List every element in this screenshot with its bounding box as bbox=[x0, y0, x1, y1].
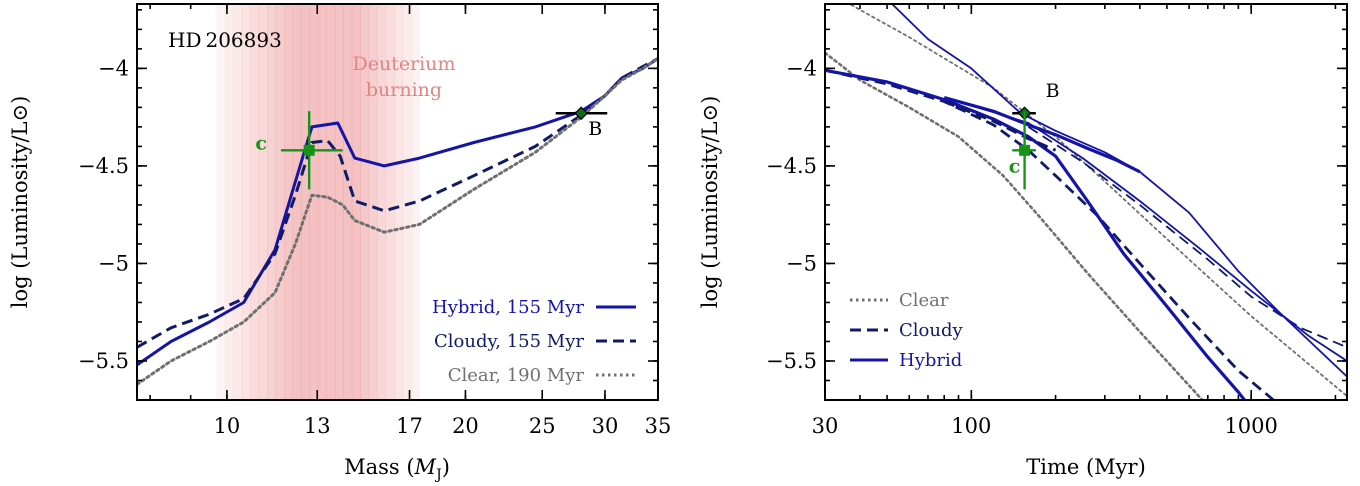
left-xtick-label: 30 bbox=[592, 414, 619, 438]
deuterium-band-stripe bbox=[275, 4, 285, 400]
right-axis-ticks: −4 −4.5 −5 −5.5 30 100 1000 bbox=[766, 4, 1347, 438]
right-marker-c bbox=[1019, 144, 1031, 156]
left-xtick-label: 17 bbox=[396, 414, 423, 438]
right-plot-frame bbox=[824, 3, 1348, 401]
left-axis-ticks: −4 −4.5 −5 −5.5 10 13 17 20 25 30 35 bbox=[78, 4, 671, 438]
left-xtick-label: 25 bbox=[529, 414, 556, 438]
left-xtick-label: 20 bbox=[452, 414, 479, 438]
right-xtick-label: 30 bbox=[812, 414, 839, 438]
right-data-points: Bc bbox=[1009, 80, 1060, 190]
right-legend-label: Hybrid bbox=[899, 350, 962, 371]
right-ytick-label: −5 bbox=[786, 251, 817, 275]
left-legend-label: Hybrid, 155 Myr bbox=[432, 297, 584, 318]
right-series-line-dotted-1 bbox=[825, 51, 1205, 400]
object-name: HD 206893 bbox=[168, 28, 282, 52]
right-series-line-solid-5 bbox=[971, 104, 1347, 362]
right-ytick-label: −5.5 bbox=[766, 349, 817, 373]
right-ytick-label: −4 bbox=[786, 56, 817, 80]
right-xtick-label: 100 bbox=[951, 414, 991, 438]
left-ytick-label: −5 bbox=[98, 251, 129, 275]
left-legend-label: Cloudy, 155 Myr bbox=[434, 331, 584, 352]
right-series-line-dotted-0 bbox=[847, 4, 1347, 398]
deuterium-band-stripe bbox=[343, 4, 353, 400]
deuterium-band-stripe bbox=[394, 4, 404, 400]
right-ytick-label: −4.5 bbox=[766, 154, 817, 178]
left-xtick-label: 10 bbox=[214, 414, 241, 438]
right-series-line-dashed-8 bbox=[943, 100, 1057, 152]
right-x-axis-label: Time (Myr) bbox=[1026, 455, 1146, 479]
deuterium-band-stripe bbox=[402, 4, 412, 400]
right-label-B: B bbox=[1046, 80, 1060, 102]
right-xtick-label: 1000 bbox=[1224, 414, 1277, 438]
deuterium-label-line2: burning bbox=[366, 79, 442, 101]
left-label-B: B bbox=[588, 118, 602, 140]
deuterium-band-stripe bbox=[317, 4, 327, 400]
deuterium-band-stripe bbox=[309, 4, 319, 400]
left-marker-c bbox=[303, 144, 315, 156]
left-plot-frame bbox=[136, 3, 659, 401]
deuterium-band-stripe bbox=[233, 4, 243, 400]
left-series-line-clear bbox=[137, 57, 658, 386]
left-ytick-label: −4 bbox=[98, 56, 129, 80]
deuterium-band-stripe bbox=[326, 4, 336, 400]
left-legend-label: Clear, 190 Myr bbox=[448, 365, 585, 386]
deuterium-band-stripe bbox=[224, 4, 234, 400]
mass-luminosity-panel: Deuterium burning Bc −4 −4.5 −5 −5.5 10 13 17 2… bbox=[8, 3, 671, 483]
right-series-group bbox=[825, 4, 1347, 400]
left-ytick-label: −5.5 bbox=[78, 349, 129, 373]
deuterium-band-stripe bbox=[216, 4, 226, 400]
right-legend-label: Cloudy bbox=[899, 320, 963, 341]
right-series-line-solid-6 bbox=[825, 68, 1247, 400]
right-series-line-dashed-3 bbox=[825, 68, 1276, 400]
left-legend: Hybrid, 155 Myr Cloudy, 155 Myr Clear, 190… bbox=[432, 297, 636, 386]
left-data-points: Bc bbox=[255, 106, 608, 190]
deuterium-band-stripe bbox=[377, 4, 387, 400]
right-legend: Clear Cloudy Hybrid bbox=[850, 290, 963, 371]
left-xtick-label: 35 bbox=[645, 414, 672, 438]
right-series-line-dashed-2 bbox=[1027, 126, 1347, 349]
right-series-line-solid-7 bbox=[943, 96, 1141, 174]
deuterium-band-stripe bbox=[241, 4, 251, 400]
right-y-axis-label: log (Luminosity/L⊙) bbox=[698, 96, 722, 309]
deuterium-band-stripe bbox=[301, 4, 311, 400]
right-legend-label: Clear bbox=[899, 290, 949, 311]
deuterium-band-stripe bbox=[385, 4, 395, 400]
left-y-axis-label: log (Luminosity/L⊙) bbox=[8, 96, 32, 309]
left-x-axis-label: Mass (MJ) bbox=[344, 455, 450, 483]
left-label-c: c bbox=[255, 132, 267, 154]
deuterium-band-stripe bbox=[360, 4, 370, 400]
deuterium-band-stripe bbox=[368, 4, 378, 400]
time-luminosity-panel: Bc −4 −4.5 −5 −5.5 30 100 1000 Time (Myr) log … bbox=[698, 3, 1348, 479]
left-marker-B bbox=[574, 106, 589, 121]
left-ytick-label: −4.5 bbox=[78, 154, 129, 178]
deuterium-band-stripe bbox=[250, 4, 260, 400]
deuterium-label-line1: Deuterium bbox=[352, 53, 455, 75]
deuterium-band-stripe bbox=[258, 4, 268, 400]
left-series-group bbox=[137, 57, 658, 386]
right-series-line-solid-4 bbox=[890, 4, 1347, 378]
deuterium-band-stripe bbox=[411, 4, 420, 400]
right-label-c: c bbox=[1009, 155, 1021, 177]
left-xtick-label: 13 bbox=[304, 414, 331, 438]
deuterium-band-stripe bbox=[292, 4, 302, 400]
deuterium-band-stripe bbox=[267, 4, 277, 400]
